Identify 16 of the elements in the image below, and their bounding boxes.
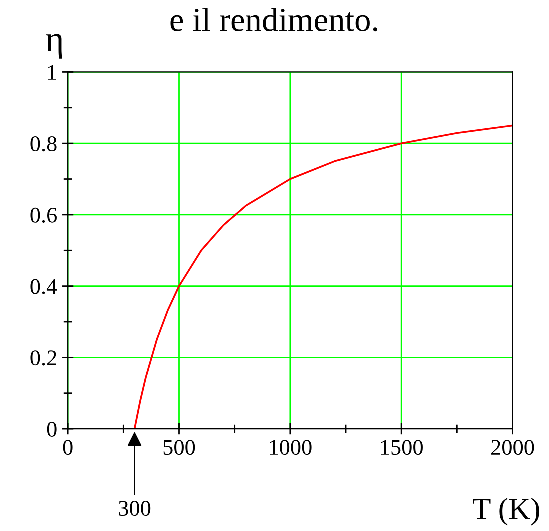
y-tick-label: 0 — [47, 422, 57, 437]
annotation: 300 — [119, 501, 151, 516]
y-axis-title: η — [46, 34, 62, 59]
y-tick-label: 0.8 — [30, 136, 57, 152]
y-tick-label: 0.6 — [30, 208, 57, 223]
y-tick-label: 0.4 — [30, 279, 58, 294]
line-series — [134, 124, 513, 430]
x-tick-label: 1000 — [270, 440, 312, 456]
x-tick-label: 500 — [164, 440, 196, 456]
y-tick-label: 0.2 — [30, 350, 56, 366]
x-tick-label: 1500 — [381, 440, 423, 456]
chart-title: e il rendimento. — [170, 8, 378, 32]
y-tick-label: 1 — [48, 65, 56, 80]
x-tick-label: 0 — [63, 440, 73, 456]
x-tick-label: 2000 — [492, 440, 534, 456]
x-axis-title: T (K) — [473, 498, 540, 526]
